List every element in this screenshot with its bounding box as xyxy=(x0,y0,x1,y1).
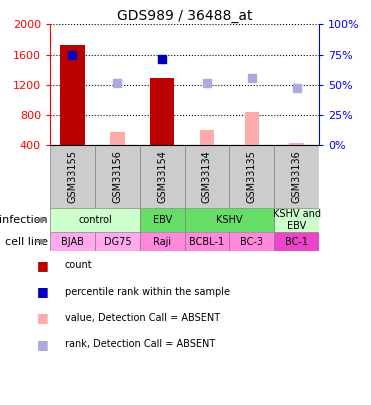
Text: GSM33156: GSM33156 xyxy=(112,150,122,203)
Bar xyxy=(229,145,274,208)
Bar xyxy=(274,145,319,208)
Text: value, Detection Call = ABSENT: value, Detection Call = ABSENT xyxy=(65,313,220,323)
Bar xyxy=(50,145,95,208)
Bar xyxy=(140,208,185,232)
Text: ■: ■ xyxy=(37,311,49,324)
Text: count: count xyxy=(65,260,92,270)
Text: KSHV and
EBV: KSHV and EBV xyxy=(273,209,321,231)
Bar xyxy=(50,232,95,251)
Bar xyxy=(274,208,319,232)
Bar xyxy=(50,208,140,232)
Text: cell line: cell line xyxy=(5,237,48,247)
Bar xyxy=(185,232,229,251)
Text: BC-3: BC-3 xyxy=(240,237,263,247)
Text: ■: ■ xyxy=(37,285,49,298)
Text: GSM33154: GSM33154 xyxy=(157,150,167,203)
Text: KSHV: KSHV xyxy=(216,215,243,225)
Bar xyxy=(95,145,140,208)
Text: GSM33134: GSM33134 xyxy=(202,150,212,203)
Bar xyxy=(185,145,229,208)
Bar xyxy=(274,232,319,251)
Text: DG75: DG75 xyxy=(104,237,131,247)
Bar xyxy=(229,232,274,251)
Text: BJAB: BJAB xyxy=(61,237,84,247)
Bar xyxy=(150,78,174,145)
Text: GSM33155: GSM33155 xyxy=(68,150,78,203)
Text: EBV: EBV xyxy=(152,215,172,225)
Text: BC-1: BC-1 xyxy=(285,237,308,247)
Text: GSM33135: GSM33135 xyxy=(247,150,257,203)
Title: GDS989 / 36488_at: GDS989 / 36488_at xyxy=(117,9,252,23)
Bar xyxy=(200,130,214,145)
Text: control: control xyxy=(78,215,112,225)
Bar xyxy=(60,45,85,145)
Text: ■: ■ xyxy=(37,259,49,272)
Text: ■: ■ xyxy=(37,338,49,351)
Bar xyxy=(140,232,185,251)
Bar xyxy=(140,145,185,208)
Text: infection: infection xyxy=(0,215,48,225)
Bar xyxy=(185,208,274,232)
Bar xyxy=(110,132,125,145)
Text: BCBL-1: BCBL-1 xyxy=(190,237,224,247)
Bar xyxy=(95,232,140,251)
Text: GSM33136: GSM33136 xyxy=(292,150,302,203)
Text: rank, Detection Call = ABSENT: rank, Detection Call = ABSENT xyxy=(65,339,215,349)
Bar xyxy=(289,143,304,145)
Text: Raji: Raji xyxy=(153,237,171,247)
Bar xyxy=(244,112,259,145)
Text: percentile rank within the sample: percentile rank within the sample xyxy=(65,287,230,296)
